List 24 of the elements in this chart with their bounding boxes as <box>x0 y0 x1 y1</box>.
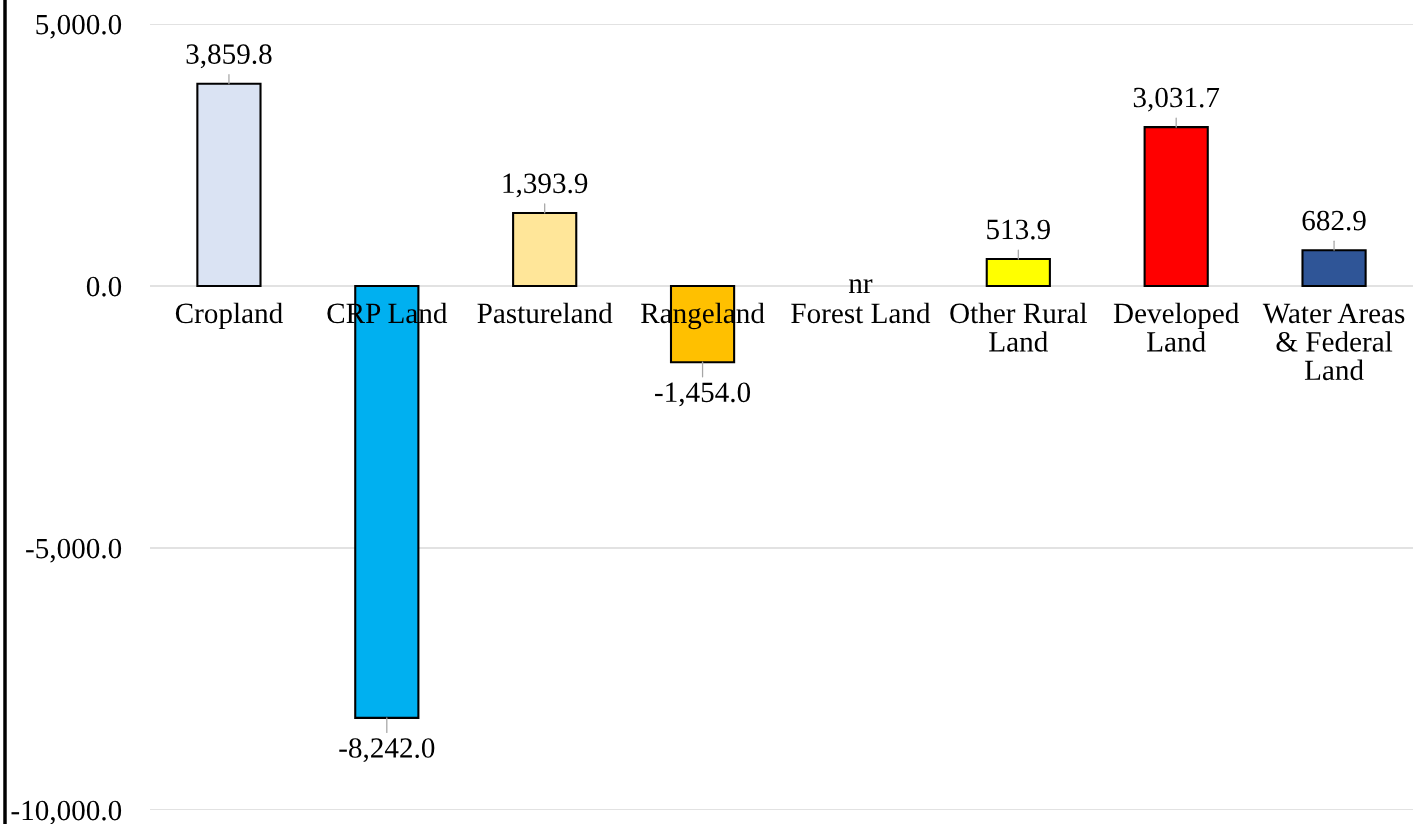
data-label: -1,454.0 <box>655 382 751 407</box>
x-tick-label: Developed Land <box>1113 302 1239 352</box>
bar <box>985 258 1051 288</box>
text: nr <box>848 279 873 294</box>
data-label: 1,393.9 <box>503 173 588 198</box>
data-label: 513.9 <box>987 219 1050 240</box>
data-label: 3,859.8 <box>186 44 272 69</box>
x-tick-label: Water Areas & Federal Land <box>1262 303 1405 381</box>
x-tick-label: Rangeland <box>641 302 765 330</box>
x-tick-label: Pastureland <box>477 302 613 324</box>
x-tick-label: Other Rural Land <box>950 302 1087 352</box>
y-tick-label: 5,000.0 <box>36 14 122 39</box>
bar <box>1143 126 1209 288</box>
bar <box>196 82 262 288</box>
data-label: 3,031.7 <box>1133 87 1220 112</box>
bar <box>1301 249 1367 288</box>
y-tick-label: -10,000.0 <box>11 800 122 824</box>
x-tick-label: Cropland <box>175 302 283 330</box>
y-tick-label: -5,000.0 <box>26 538 122 563</box>
bar <box>512 211 578 288</box>
data-label: -8,242.0 <box>339 738 435 763</box>
y-tick-label: 0.0 <box>86 276 122 297</box>
data-label: 682.9 <box>1302 210 1366 231</box>
x-tick-label: Forest Land <box>791 302 931 324</box>
